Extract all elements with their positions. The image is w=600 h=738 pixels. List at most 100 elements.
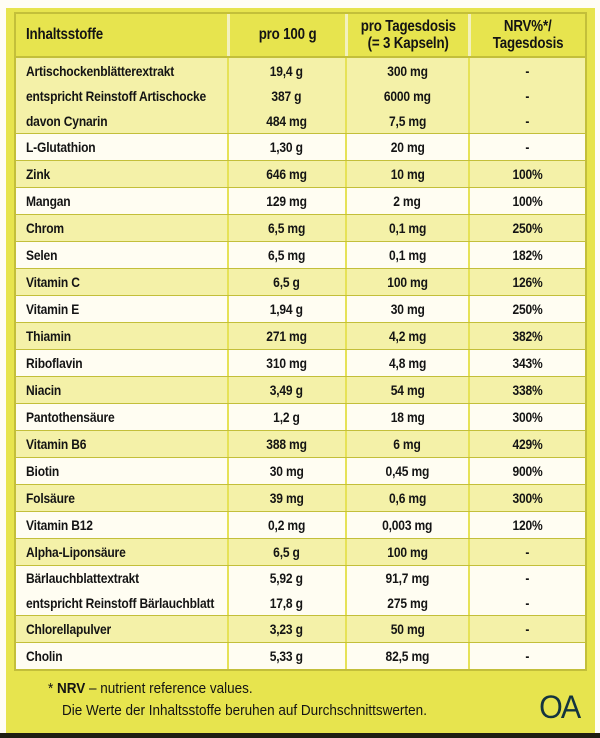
value-nrv-text: 126% xyxy=(512,274,543,290)
ingredient-name: Alpha-Liponsäure xyxy=(16,539,227,565)
value-nrv-text: 182% xyxy=(512,247,543,263)
value-per-100g: 6,5 g xyxy=(226,269,345,295)
value-per-dose: 2 mg xyxy=(344,188,468,214)
value-per-dose: 30 mg xyxy=(344,296,468,322)
table-body: Artischockenblätterextrakt 19,4 g 300 mg - e… xyxy=(16,58,585,669)
value-per-dose: 300 mg xyxy=(344,58,468,83)
value-per-100g-text: 5,92 g xyxy=(270,570,304,586)
header-nrv-line1: NRV%*/ xyxy=(504,17,552,35)
value-per-100g: 310 mg xyxy=(226,350,345,376)
ingredient-name: Niacin xyxy=(16,377,227,403)
value-nrv-text: 300% xyxy=(512,409,543,425)
value-nrv-text: 382% xyxy=(512,328,543,344)
value-per-100g-text: 271 mg xyxy=(266,328,307,344)
oa-brand-logo: OA xyxy=(538,689,581,725)
ingredient-name-text: entspricht Reinstoff Bärlauchblatt xyxy=(26,594,215,611)
value-per-100g: 3,49 g xyxy=(226,377,345,403)
value-nrv: - xyxy=(467,616,585,642)
value-per-dose-text: 4,8 mg xyxy=(388,355,426,371)
value-per-100g: 19,4 g xyxy=(226,58,345,83)
value-per-100g: 17,8 g xyxy=(226,590,345,615)
value-nrv-text: - xyxy=(525,648,530,664)
value-per-dose: 0,6 mg xyxy=(344,485,468,511)
value-per-100g-text: 1,30 g xyxy=(270,139,304,155)
value-per-dose: 54 mg xyxy=(344,377,468,403)
value-per-dose-text: 20 mg xyxy=(390,139,425,155)
value-per-100g: 6,5 mg xyxy=(226,215,345,241)
value-nrv-text: 100% xyxy=(512,166,543,182)
value-per-dose: 91,7 mg xyxy=(344,566,468,590)
value-per-100g-text: 387 g xyxy=(271,87,302,104)
value-per-dose-text: 275 mg xyxy=(387,594,428,611)
table-row: Thiamin 271 mg 4,2 mg 382% xyxy=(16,322,585,349)
value-per-100g: 30 mg xyxy=(226,458,345,484)
value-per-dose: 82,5 mg xyxy=(344,643,468,669)
table-row: Biotin 30 mg 0,45 mg 900% xyxy=(16,457,585,484)
value-per-100g: 3,23 g xyxy=(226,616,345,642)
header-pro-tagesdosis-line2: (= 3 Kapseln) xyxy=(367,35,449,52)
ingredient-name: Artischockenblätterextrakt xyxy=(16,58,227,83)
value-per-100g-text: 129 mg xyxy=(266,193,307,209)
footnote-nrv: NRV xyxy=(57,680,86,697)
value-per-100g-text: 17,8 g xyxy=(270,594,304,611)
value-per-100g-text: 646 mg xyxy=(266,166,307,182)
value-per-dose: 10 mg xyxy=(344,161,468,187)
value-per-100g: 388 mg xyxy=(226,431,345,457)
value-per-dose-text: 4,2 mg xyxy=(388,328,426,344)
value-per-dose: 7,5 mg xyxy=(344,108,468,133)
value-per-100g-text: 1,2 g xyxy=(273,409,300,425)
table-row: Chrom 6,5 mg 0,1 mg 250% xyxy=(16,214,585,241)
footnote-line1-rest: – nutrient reference values. xyxy=(85,680,253,697)
ingredient-name: Pantothensäure xyxy=(16,404,227,430)
table-row: Cholin 5,33 g 82,5 mg - xyxy=(16,642,585,669)
ingredient-name-text: Folsäure xyxy=(26,490,75,506)
header-inhaltsstoffe-label: Inhaltsstoffe xyxy=(26,26,104,44)
ingredient-name-text: Niacin xyxy=(26,382,62,398)
ingredient-name: Riboflavin xyxy=(16,350,227,376)
ingredient-name-text: Bärlauchblattextrakt xyxy=(26,570,139,586)
value-per-dose: 4,8 mg xyxy=(344,350,468,376)
value-nrv-text: 250% xyxy=(512,301,543,317)
ingredient-name-text: Selen xyxy=(26,247,58,263)
value-per-100g-text: 3,49 g xyxy=(270,382,304,398)
value-per-dose-text: 6000 mg xyxy=(383,87,431,104)
value-nrv-text: 900% xyxy=(512,463,543,479)
value-nrv: 100% xyxy=(467,161,585,187)
value-nrv-text: - xyxy=(525,87,530,104)
value-per-dose-text: 7,5 mg xyxy=(388,112,426,129)
value-nrv: 300% xyxy=(467,485,585,511)
ingredient-name-text: Chrom xyxy=(26,220,64,236)
value-nrv: 338% xyxy=(467,377,585,403)
value-per-dose-text: 82,5 mg xyxy=(385,648,430,664)
value-per-dose: 100 mg xyxy=(344,269,468,295)
value-per-100g: 484 mg xyxy=(226,108,345,133)
ingredient-name: Vitamin C xyxy=(16,269,227,295)
value-per-100g-text: 310 mg xyxy=(266,355,307,371)
value-per-100g: 1,30 g xyxy=(226,134,345,160)
header-pro-100g: pro 100 g xyxy=(226,14,345,56)
header-pro-tagesdosis-line1: pro Tagesdosis xyxy=(360,17,456,35)
value-per-dose: 0,003 mg xyxy=(344,512,468,538)
value-nrv: 429% xyxy=(467,431,585,457)
header-pro-tagesdosis: pro Tagesdosis (= 3 Kapseln) xyxy=(344,14,468,56)
ingredient-name-text: Thiamin xyxy=(26,328,71,344)
ingredient-name-text: Vitamin B6 xyxy=(26,436,87,452)
table-row: Folsäure 39 mg 0,6 mg 300% xyxy=(16,484,585,511)
value-per-100g: 6,5 g xyxy=(226,539,345,565)
value-per-dose: 0,45 mg xyxy=(344,458,468,484)
ingredient-name: Selen xyxy=(16,242,227,268)
ingredient-name: Biotin xyxy=(16,458,227,484)
value-per-100g-text: 484 mg xyxy=(266,112,307,129)
value-per-100g: 646 mg xyxy=(226,161,345,187)
value-per-dose-text: 0,6 mg xyxy=(388,490,426,506)
value-per-dose: 20 mg xyxy=(344,134,468,160)
value-per-100g: 1,94 g xyxy=(226,296,345,322)
value-per-dose: 275 mg xyxy=(344,590,468,615)
ingredient-name: Vitamin B12 xyxy=(16,512,227,538)
ingredient-name-text: davon Cynarin xyxy=(26,112,108,129)
value-nrv: 300% xyxy=(467,404,585,430)
ingredient-name: Bärlauchblattextrakt xyxy=(16,566,227,590)
value-per-dose-text: 30 mg xyxy=(390,301,425,317)
value-per-dose: 6000 mg xyxy=(344,83,468,108)
